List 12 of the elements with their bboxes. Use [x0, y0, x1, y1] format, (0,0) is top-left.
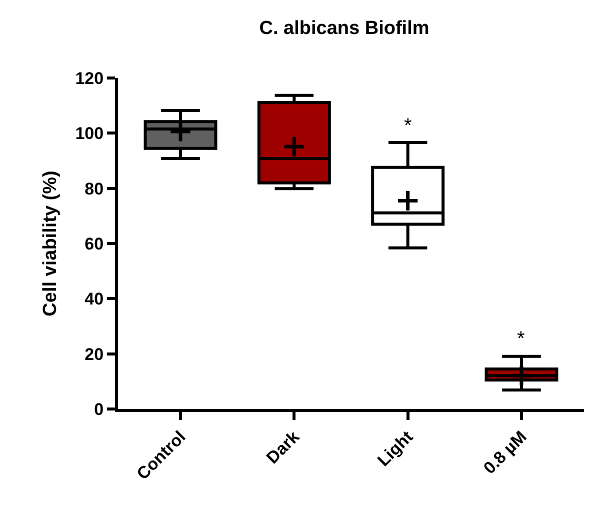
y-tick-label: 60 — [84, 234, 104, 254]
y-tick-label: 20 — [84, 344, 104, 364]
y-tick-label: 100 — [75, 124, 104, 144]
y-tick-label: 40 — [84, 290, 104, 309]
y-axis-title: Cell viability (%) — [40, 170, 62, 316]
y-tick-label: 120 — [75, 68, 104, 88]
y-tick-label: 80 — [84, 179, 104, 198]
y-tick-label: 0 — [94, 400, 104, 419]
annotation: * — [404, 115, 412, 137]
x-tick-label: 0.8 µM — [480, 427, 530, 478]
chart-title: C. albicans Biofilm — [259, 18, 430, 40]
annotation: * — [517, 328, 525, 350]
